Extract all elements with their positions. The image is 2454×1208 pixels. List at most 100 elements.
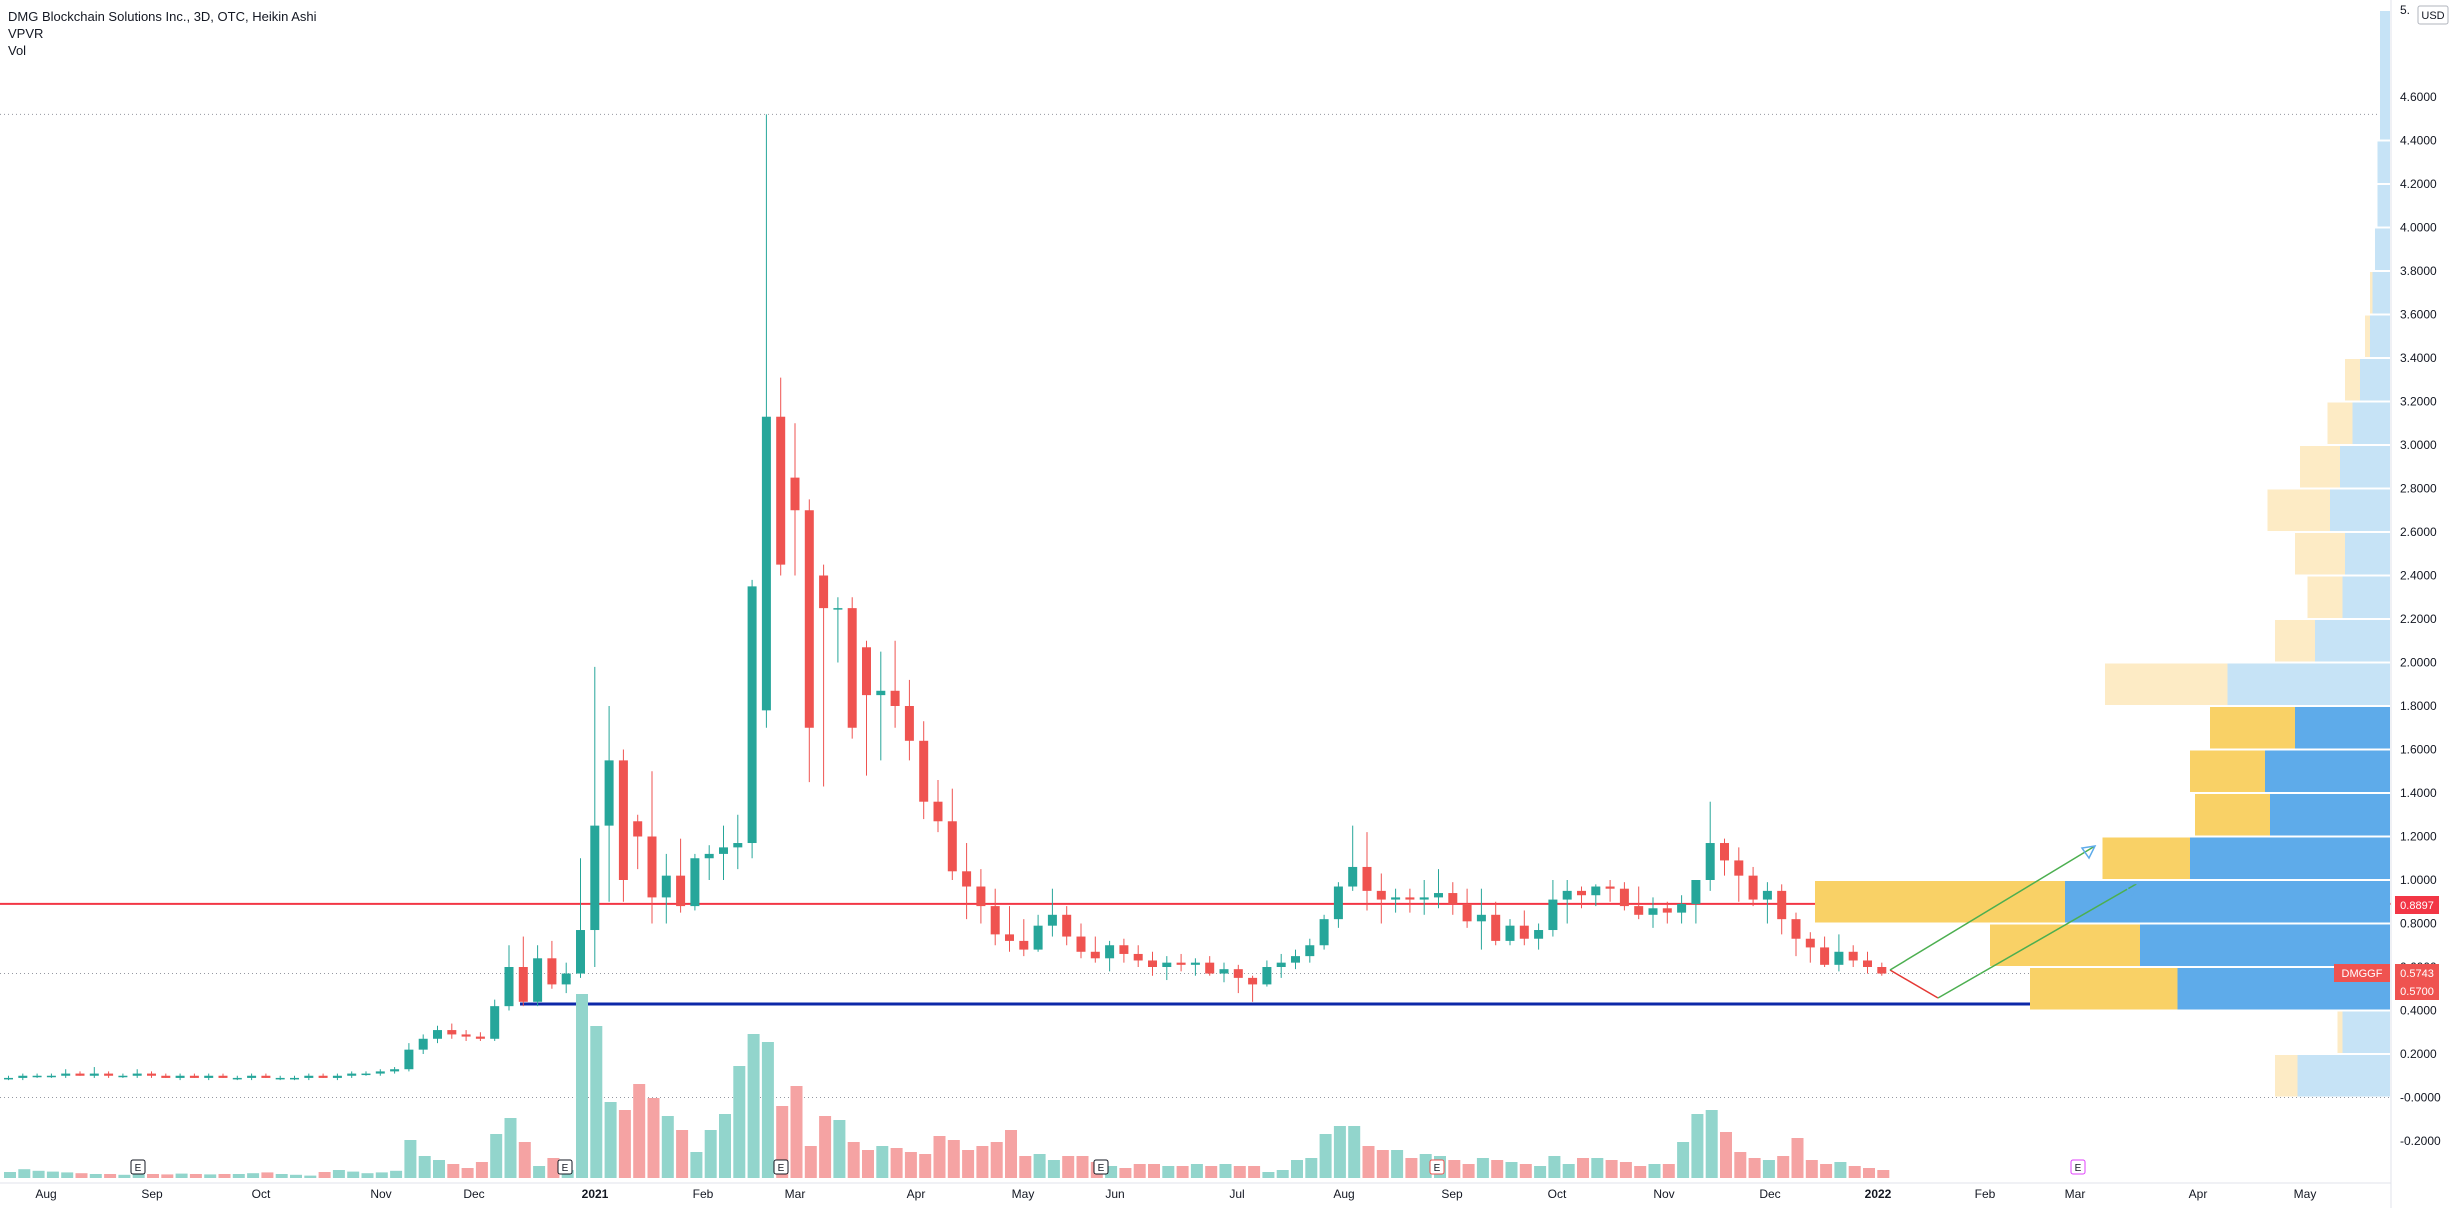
chart-legend[interactable]: DMG Blockchain Solutions Inc., 3D, OTC, … bbox=[8, 8, 317, 59]
candle bbox=[962, 843, 972, 920]
candle bbox=[1219, 962, 1229, 983]
volume-bar bbox=[1605, 1160, 1618, 1178]
candle bbox=[1033, 914, 1043, 952]
earnings-marker[interactable]: E bbox=[1429, 1159, 1445, 1175]
red-trend-line[interactable] bbox=[1889, 969, 1939, 999]
candle bbox=[661, 853, 671, 924]
time-tick-label: Oct bbox=[1548, 1187, 1567, 1201]
volume-bar bbox=[161, 1174, 174, 1178]
candle bbox=[1462, 888, 1472, 928]
candle bbox=[590, 666, 600, 967]
volume-profile-row bbox=[2275, 620, 2390, 662]
candle bbox=[862, 640, 871, 776]
earnings-marker[interactable]: E bbox=[1093, 1159, 1109, 1175]
volume-bar bbox=[976, 1146, 989, 1178]
volume-bar bbox=[1233, 1166, 1246, 1178]
volume-bar bbox=[1362, 1146, 1375, 1178]
volume-bar bbox=[304, 1175, 317, 1178]
candle bbox=[1162, 956, 1172, 981]
price-tick-label: 2.8000 bbox=[2400, 482, 2437, 496]
candle bbox=[332, 1073, 342, 1081]
earnings-marker[interactable]: E bbox=[130, 1159, 146, 1175]
time-tick-label: Oct bbox=[252, 1187, 271, 1201]
candle bbox=[1291, 949, 1300, 970]
symbol-title[interactable]: DMG Blockchain Solutions Inc., 3D, OTC, … bbox=[8, 9, 317, 24]
earnings-marker[interactable]: E bbox=[2070, 1159, 2086, 1175]
volume-bar bbox=[1691, 1114, 1704, 1178]
candle bbox=[761, 114, 771, 728]
volume-bar bbox=[647, 1098, 660, 1178]
red-line-price-text: 0.8897 bbox=[2400, 900, 2434, 912]
candle bbox=[361, 1071, 371, 1076]
earnings-marker[interactable]: E bbox=[557, 1159, 573, 1175]
volume-bar bbox=[1505, 1162, 1518, 1178]
volume-bar bbox=[390, 1170, 403, 1178]
volume-bar bbox=[1033, 1154, 1046, 1178]
volume-bar bbox=[404, 1140, 417, 1178]
green-arrow-line[interactable] bbox=[1937, 882, 2139, 999]
candle bbox=[1376, 873, 1386, 924]
candle bbox=[633, 814, 643, 870]
volume-bar bbox=[1805, 1160, 1818, 1178]
candle bbox=[1705, 801, 1715, 891]
candle bbox=[1734, 847, 1744, 902]
candle bbox=[46, 1073, 56, 1078]
time-tick-label: May bbox=[1012, 1187, 1035, 1201]
volume-bar bbox=[1534, 1166, 1547, 1178]
close-price-badge bbox=[2395, 982, 2439, 1000]
volume-bar bbox=[1248, 1166, 1261, 1178]
volume-bar bbox=[533, 1166, 546, 1178]
earnings-marker-label: E bbox=[778, 1163, 785, 1174]
drawings-layer[interactable] bbox=[1889, 845, 2140, 999]
currency-badge[interactable] bbox=[2417, 5, 2449, 25]
candle bbox=[819, 564, 829, 787]
volume-profile-layer bbox=[1815, 11, 2390, 1097]
candle bbox=[1805, 932, 1815, 963]
time-tick-label: Mar bbox=[2065, 1187, 2086, 1201]
volume-bar bbox=[132, 1173, 145, 1178]
vpvr-indicator-label[interactable]: VPVR bbox=[8, 26, 44, 41]
volume-bar bbox=[1720, 1132, 1732, 1178]
time-axis[interactable]: Aug Sep Oct Nov Dec 2021 Feb Mar Apr May Jun Jul Aug… bbox=[0, 1182, 2391, 1201]
volume-profile-row bbox=[2327, 402, 2390, 444]
candle bbox=[461, 1030, 471, 1041]
time-tick-label: Jul bbox=[1229, 1187, 1244, 1201]
arrow-head bbox=[2080, 845, 2097, 860]
price-axis[interactable]: 5. 4.6000 4.4000 4.2000 4.0000 3.8000 3.6000 3.… bbox=[2390, 0, 2441, 1208]
green-arrow-line[interactable] bbox=[1889, 845, 2096, 971]
candle bbox=[933, 779, 943, 833]
candle bbox=[475, 1032, 485, 1041]
candle bbox=[1662, 901, 1672, 924]
candle bbox=[1519, 910, 1529, 946]
time-tick-label: Dec bbox=[1759, 1187, 1780, 1201]
ticker-text: DMGGF bbox=[2342, 968, 2383, 980]
volume-bar bbox=[375, 1172, 388, 1178]
time-tick-label: Nov bbox=[1653, 1187, 1674, 1201]
candle bbox=[304, 1073, 314, 1081]
candle bbox=[1105, 940, 1115, 972]
candle bbox=[790, 423, 800, 576]
price-tick-label: 1.2000 bbox=[2400, 830, 2437, 844]
volume-bar bbox=[1548, 1156, 1561, 1178]
candle bbox=[61, 1069, 71, 1078]
volume-bar bbox=[1834, 1162, 1847, 1178]
volume-bar bbox=[1333, 1126, 1346, 1178]
volume-bar bbox=[876, 1146, 889, 1178]
volume-profile-row bbox=[2345, 359, 2390, 401]
last-price-text: 0.5743 bbox=[2400, 968, 2434, 980]
earnings-marker-label: E bbox=[1098, 1163, 1105, 1174]
price-tick-label: 1.6000 bbox=[2400, 743, 2437, 757]
volume-bar bbox=[590, 1026, 603, 1178]
candle bbox=[490, 999, 500, 1041]
candle bbox=[1233, 964, 1243, 994]
volume-indicator-label[interactable]: Vol bbox=[8, 43, 27, 58]
candle bbox=[876, 651, 886, 761]
volume-profile-row bbox=[1990, 924, 2390, 966]
earnings-marker[interactable]: E bbox=[773, 1159, 789, 1175]
candle bbox=[804, 499, 814, 783]
candle bbox=[189, 1073, 199, 1078]
volume-bar bbox=[1376, 1150, 1389, 1178]
volume-profile-row bbox=[2365, 315, 2390, 357]
